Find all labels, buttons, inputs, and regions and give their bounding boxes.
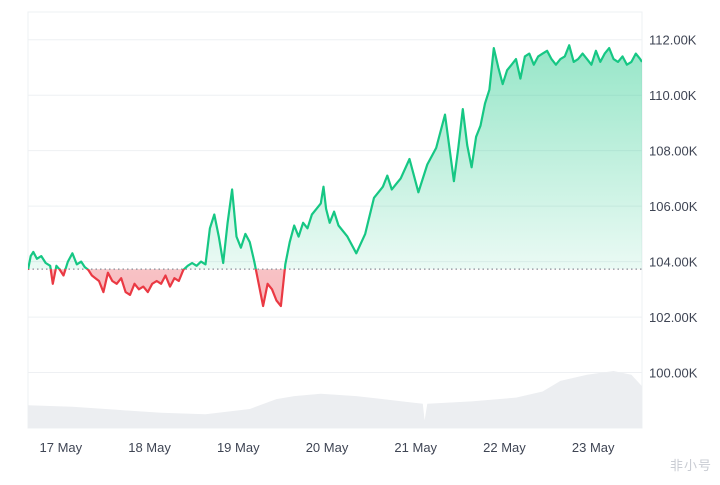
x-tick-label: 20 May: [306, 440, 349, 455]
x-tick-label: 19 May: [217, 440, 260, 455]
watermark: 非小号: [669, 459, 712, 474]
x-tick-label: 17 May: [40, 440, 83, 455]
y-tick-label: 100.00K: [649, 366, 698, 381]
y-axis: 100.00K 102.00K 104.00K 106.00K 108.00K 110.0…: [649, 33, 698, 381]
price-line-below-baseline: [28, 269, 286, 308]
y-tick-label: 106.00K: [649, 199, 698, 214]
x-tick-label: 22 May: [483, 440, 526, 455]
y-tick-label: 108.00K: [649, 144, 698, 159]
volume-area: [28, 371, 642, 428]
y-tick-label: 104.00K: [649, 255, 698, 270]
x-tick-label: 18 May: [128, 440, 171, 455]
y-tick-label: 112.00K: [649, 33, 697, 48]
y-tick-label: 102.00K: [649, 310, 698, 325]
price-line-above-baseline: [28, 44, 642, 270]
x-tick-label: 23 May: [572, 440, 615, 455]
y-tick-label: 110.00K: [649, 88, 697, 103]
x-tick-label: 21 May: [394, 440, 437, 455]
price-area-above-baseline: [28, 45, 642, 270]
x-axis: 17 May 18 May 19 May 20 May 21 May 22 May 23 M…: [40, 440, 616, 455]
